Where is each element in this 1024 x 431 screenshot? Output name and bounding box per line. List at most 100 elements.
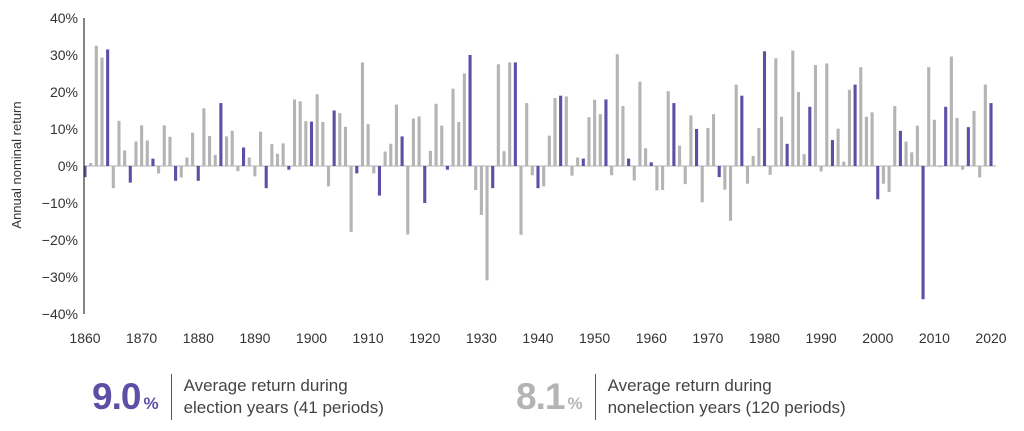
election-bar-1876 — [174, 166, 178, 181]
x-tick-label: 1860 — [69, 330, 100, 346]
election-bar-2004 — [898, 130, 902, 166]
nonelection-desc-line2: nonelection years (120 periods) — [607, 398, 846, 417]
nonelection-bar-1913 — [383, 151, 387, 166]
nonelection-bar-1861 — [89, 163, 93, 166]
nonelection-bar-1870 — [140, 125, 144, 166]
nonelection-bar-1925 — [451, 88, 455, 166]
nonelection-bar-1955 — [621, 106, 625, 166]
nonelection-bar-2002 — [887, 166, 891, 192]
nonelection-bar-1947 — [576, 157, 580, 166]
nonelection-bar-1929 — [474, 166, 478, 191]
election-bar-1940 — [536, 166, 540, 189]
nonelection-bar-1973 — [723, 166, 727, 190]
x-tick-label: 1970 — [692, 330, 723, 346]
nonelection-bar-1994 — [842, 161, 846, 166]
y-tick-label: 0% — [58, 158, 78, 174]
election-bar-1860 — [83, 166, 87, 178]
nonelection-bar-1981 — [768, 166, 772, 175]
election-bar-1868 — [128, 166, 132, 183]
nonelection-bar-1867 — [123, 150, 127, 166]
nonelection-bar-1975 — [734, 84, 738, 166]
nonelection-bar-1883 — [213, 154, 217, 166]
nonelection-bar-1993 — [836, 128, 840, 166]
election-bar-1956 — [627, 158, 631, 166]
nonelection-bar-1890 — [253, 166, 257, 177]
election-bar-1924 — [445, 166, 449, 170]
nonelection-bar-1954 — [615, 54, 619, 167]
nonelection-bar-1898 — [298, 101, 302, 166]
election-bar-1864 — [106, 49, 110, 167]
election-bar-2008 — [921, 166, 925, 300]
nonelection-bar-1894 — [275, 153, 280, 166]
x-tick-label: 1900 — [296, 330, 327, 346]
nonelection-bar-2001 — [881, 166, 885, 184]
nonelection-bar-2014 — [955, 117, 959, 166]
election-bar-1968 — [695, 129, 699, 166]
nonelection-bar-1942 — [547, 135, 551, 166]
nonelection-bar-1962 — [661, 166, 665, 191]
election-bar-1948 — [581, 158, 585, 166]
nonelection-bar-2003 — [893, 106, 897, 166]
nonelection-bar-1970 — [706, 127, 710, 166]
nonelection-bar-2017 — [972, 110, 976, 166]
election-bar-1960 — [649, 162, 653, 166]
nonelection-bar-2010 — [932, 119, 936, 166]
x-tick-label: 1990 — [806, 330, 837, 346]
nonelection-bar-1961 — [655, 166, 659, 191]
nonelection-bar-1978 — [751, 156, 755, 166]
election-bar-1912 — [377, 166, 381, 196]
returns-bar-chart: 40% 30% 20% 10% 0% −10% −20% −30% −40% 1860 1870 18… — [9, 10, 1007, 346]
nonelection-bar-1958 — [638, 81, 642, 166]
nonelection-bar-1949 — [587, 117, 591, 166]
nonelection-bar-1923 — [440, 125, 444, 166]
nonelection-bar-1971 — [711, 114, 716, 166]
nonelection-bar-2019 — [983, 84, 987, 166]
nonelection-bar-1934 — [502, 151, 506, 166]
nonelection-bar-1983 — [779, 116, 784, 166]
nonelection-average-value: 8.1 — [516, 376, 565, 417]
nonelection-bar-1882 — [208, 136, 212, 166]
x-tick-label: 1960 — [636, 330, 667, 346]
nonelection-bar-1935 — [508, 62, 512, 166]
nonelection-bar-1982 — [774, 58, 778, 166]
nonelection-bar-2005 — [904, 141, 908, 166]
nonelection-bar-1887 — [236, 166, 240, 172]
nonelection-bar-1862 — [94, 45, 98, 166]
election-bar-1872 — [151, 158, 155, 166]
election-average-unit: % — [143, 394, 159, 413]
election-bar-2012 — [944, 106, 948, 166]
y-tick-label: 30% — [50, 47, 78, 63]
nonelection-average-unit: % — [567, 394, 583, 413]
nonelection-bar-1874 — [162, 125, 166, 166]
x-tick-label: 1890 — [239, 330, 270, 346]
election-bar-1884 — [219, 103, 223, 166]
election-bar-1908 — [355, 166, 359, 174]
bars-layer — [83, 45, 993, 300]
nonelection-bar-2009 — [927, 67, 931, 166]
nonelection-bar-1921 — [428, 150, 432, 166]
x-tick-label: 1880 — [183, 330, 214, 346]
nonelection-bar-1907 — [349, 166, 353, 232]
nonelection-bar-1926 — [457, 121, 461, 166]
election-bar-2020 — [989, 103, 993, 166]
x-tick-label: 1870 — [126, 330, 157, 346]
election-bar-1888 — [242, 147, 246, 166]
election-bar-1920 — [423, 166, 427, 203]
nonelection-bar-1941 — [542, 166, 546, 187]
election-desc-line2: election years (41 periods) — [183, 398, 384, 417]
nonelection-bar-2007 — [915, 125, 919, 166]
nonelection-bar-2006 — [910, 152, 914, 166]
nonelection-bar-1979 — [757, 127, 761, 166]
nonelection-bar-1977 — [745, 166, 750, 184]
x-tick-label: 1950 — [579, 330, 610, 346]
nonelection-bar-1965 — [678, 145, 682, 166]
election-bar-1996 — [853, 84, 857, 166]
nonelection-bar-2011 — [938, 166, 942, 168]
election-bar-1988 — [808, 106, 812, 166]
nonelection-desc-line1: Average return during — [607, 376, 772, 395]
nonelection-bar-1939 — [530, 166, 534, 176]
nonelection-bar-1902 — [321, 121, 325, 166]
x-tick-label: 2000 — [862, 330, 893, 346]
nonelection-bar-1995 — [847, 89, 851, 166]
nonelection-bar-1891 — [258, 131, 263, 166]
